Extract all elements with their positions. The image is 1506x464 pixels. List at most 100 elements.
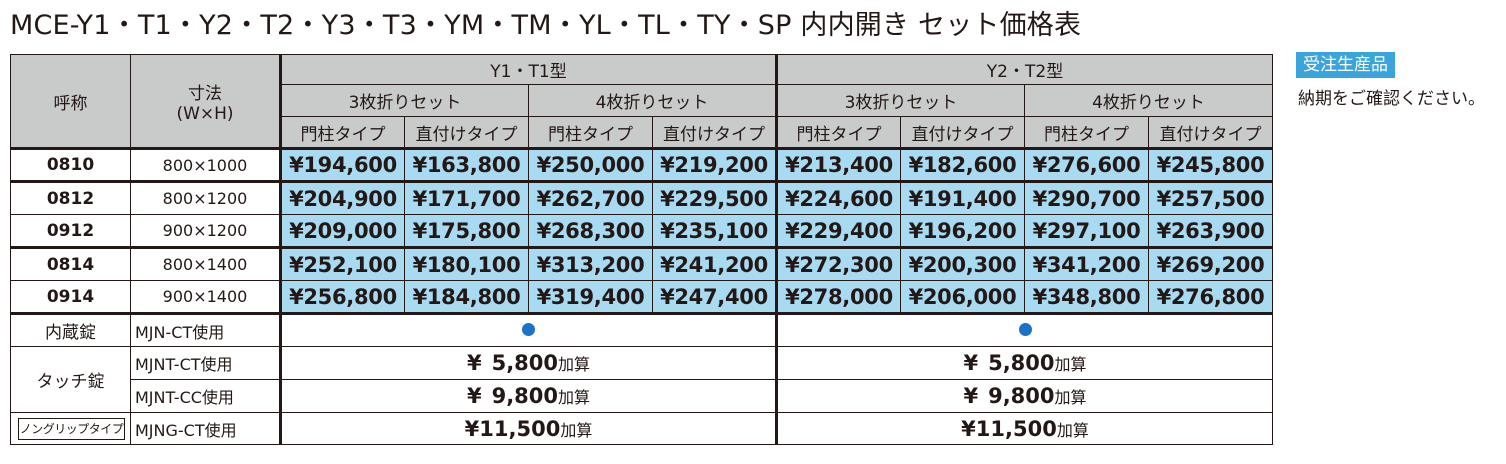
made-to-order-badge: 受注生産品	[1296, 52, 1395, 78]
row-code: 0912	[10, 214, 131, 248]
addon-suffix: 加算	[558, 355, 591, 374]
header-set: 3枚折りセット	[279, 84, 529, 117]
yen-sign: ¥	[466, 351, 482, 375]
price-cell: ¥297,100	[1024, 214, 1149, 248]
price-cell: ¥341,200	[1024, 246, 1149, 281]
price-cell: ¥204,900	[279, 180, 405, 215]
price-cell: ¥175,800	[404, 214, 529, 248]
price-cell: ¥313,200	[528, 246, 653, 281]
price-cell: ¥269,200	[1148, 246, 1273, 281]
addon-price: ¥5,800加算	[279, 346, 777, 380]
price-cell: ¥213,400	[775, 147, 901, 182]
table-row: 0914 900×1400 ¥256,800 ¥184,800 ¥319,400…	[10, 280, 1273, 314]
price-table: 呼称 寸法 (W×H) Y1・T1型 Y2・T2型 3枚折りセット 4枚折りセット…	[10, 54, 1273, 445]
addon-price: ¥11,500加算	[279, 412, 777, 445]
builtin-lock-y1t1	[279, 312, 777, 347]
price-cell: ¥224,600	[775, 180, 901, 215]
builtin-lock-label: 内蔵錠	[10, 312, 131, 347]
header-group-y2t2: Y2・T2型	[775, 54, 1273, 85]
price-cell: ¥257,500	[1148, 180, 1273, 215]
addon-suffix: 加算	[1056, 420, 1089, 440]
price-cell: ¥163,800	[404, 147, 529, 182]
builtin-lock-row: 内蔵錠 MJN-CT使用	[10, 312, 1273, 347]
header-type: 門柱タイプ	[775, 116, 901, 149]
price-cell: ¥219,200	[652, 147, 777, 182]
touch-lock-model: MJNT-CT使用	[130, 346, 281, 380]
row-code: 0812	[10, 180, 131, 215]
row-code: 0914	[10, 280, 131, 314]
addon-price: ¥11,500加算	[775, 412, 1273, 445]
table-row: 0810 800×1000 ¥194,600 ¥163,800 ¥250,000…	[10, 147, 1273, 182]
price-cell: ¥206,000	[900, 280, 1025, 314]
delivery-note: 納期をご確認ください。	[1298, 89, 1485, 109]
price-cell: ¥276,600	[1024, 147, 1149, 182]
header-type: 直付けタイプ	[652, 116, 777, 149]
addon-amount: 5,800	[491, 351, 559, 375]
touch-lock-model: MJNT-CC使用	[130, 379, 281, 413]
touch-lock-label: タッチ錠	[10, 346, 131, 413]
addon-amount: ¥11,500	[961, 416, 1057, 441]
price-cell: ¥319,400	[528, 280, 653, 314]
price-cell: ¥252,100	[279, 246, 405, 281]
price-cell: ¥263,900	[1148, 214, 1273, 248]
nongrip-label: ノングリップタイプ	[17, 417, 126, 440]
row-code: 0810	[10, 147, 131, 182]
touch-lock-row: タッチ錠 MJNT-CT使用 ¥5,800加算 ¥5,800加算	[10, 346, 1273, 413]
addon-suffix: 加算	[558, 388, 591, 407]
header-group-y1t1: Y1・T1型	[279, 54, 777, 85]
row-size: 900×1200	[130, 214, 281, 248]
table-row: 0814 800×1400 ¥252,100 ¥180,100 ¥313,200…	[10, 246, 1273, 281]
row-size: 800×1200	[130, 180, 281, 215]
header-type: 門柱タイプ	[528, 116, 653, 149]
addon-suffix: 加算	[1054, 388, 1087, 407]
price-cell: ¥229,400	[775, 214, 901, 248]
table-row: 0912 900×1200 ¥209,000 ¥175,800 ¥268,300…	[10, 214, 1273, 248]
header-size-label: 寸法	[188, 83, 222, 104]
price-cell: ¥256,800	[279, 280, 405, 314]
price-cell: ¥278,000	[775, 280, 901, 314]
addon-amount: ¥11,500	[464, 416, 561, 441]
price-cell: ¥276,800	[1148, 280, 1273, 314]
addon-price: ¥9,800加算	[775, 379, 1273, 413]
addon-amount: 9,800	[988, 384, 1055, 408]
price-cell: ¥180,100	[404, 246, 529, 281]
header-size: 寸法 (W×H)	[130, 54, 281, 149]
price-cell: ¥247,400	[652, 280, 777, 314]
yen-sign: ¥	[963, 351, 979, 375]
price-cell: ¥272,300	[775, 246, 901, 281]
touch-lock-row: MJNT-CC使用 ¥9,800加算 ¥9,800加算	[11, 379, 1273, 413]
price-cell: ¥182,600	[900, 147, 1025, 182]
price-cell: ¥171,700	[404, 180, 529, 215]
price-cell: ¥290,700	[1024, 180, 1149, 215]
addon-price: ¥9,800加算	[279, 379, 777, 413]
addon-suffix: 加算	[560, 420, 593, 440]
header-type: 直付けタイプ	[900, 116, 1025, 149]
price-cell: ¥268,300	[528, 214, 653, 248]
header-type: 直付けタイプ	[1148, 116, 1273, 149]
addon-amount: 5,800	[988, 351, 1055, 375]
standard-dot-icon	[522, 323, 535, 336]
price-cell: ¥209,000	[279, 214, 405, 248]
price-cell: ¥196,200	[900, 214, 1025, 248]
header-type: 直付けタイプ	[404, 116, 529, 149]
addon-suffix: 加算	[1054, 355, 1087, 374]
header-size-unit: (W×H)	[176, 103, 234, 124]
nongrip-label-cell: ノングリップタイプ	[10, 412, 131, 445]
price-cell: ¥191,400	[900, 180, 1025, 215]
price-cell: ¥200,300	[900, 246, 1025, 281]
header-set: 4枚折りセット	[528, 84, 777, 117]
header-name: 呼称	[10, 54, 131, 149]
row-size: 800×1400	[130, 246, 281, 281]
page-title: MCE-Y1・T1・Y2・T2・Y3・T3・YM・TM・YL・TL・TY・SP …	[10, 10, 1082, 41]
price-cell: ¥235,100	[652, 214, 777, 248]
price-cell: ¥241,200	[652, 246, 777, 281]
price-cell: ¥245,800	[1148, 147, 1273, 182]
price-cell: ¥184,800	[404, 280, 529, 314]
standard-dot-icon	[1018, 323, 1032, 336]
row-code: 0814	[10, 246, 131, 281]
yen-sign: ¥	[963, 384, 979, 408]
row-size: 800×1000	[130, 147, 281, 182]
header-set: 3枚折りセット	[775, 84, 1025, 117]
price-cell: ¥348,800	[1024, 280, 1149, 314]
price-cell: ¥250,000	[528, 147, 653, 182]
